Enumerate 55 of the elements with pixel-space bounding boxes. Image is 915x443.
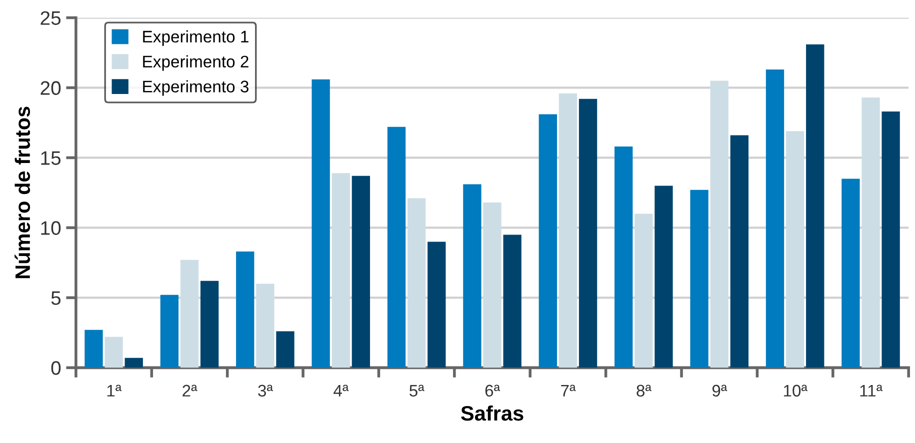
legend-label: Experimento 2: [143, 55, 248, 71]
x-tick-label: 9ª: [712, 384, 728, 397]
x-tick-label: 5ª: [410, 384, 424, 397]
bar: [806, 44, 824, 368]
bar: [428, 242, 446, 368]
bar: [654, 186, 673, 368]
bar: [882, 112, 900, 368]
bar: [200, 280, 219, 368]
x-tick-label: 4ª: [334, 384, 349, 396]
x-tick-label: 8ª: [636, 384, 652, 397]
y-tick-label: 15: [41, 151, 61, 165]
bar: [483, 202, 502, 368]
bar: [634, 214, 653, 368]
y-tick-label: 5: [51, 291, 61, 305]
x-tick-label: 2ª: [182, 384, 198, 396]
x-tick-label: 11ª: [860, 384, 883, 396]
y-tick-label: 20: [40, 81, 61, 95]
bar: [558, 93, 578, 368]
bar: [180, 260, 199, 368]
legend-label: Experimento 1: [143, 30, 248, 46]
bar: [503, 234, 522, 368]
bar: [786, 131, 804, 368]
bar: [463, 184, 482, 368]
x-tick-label: 6ª: [485, 384, 500, 397]
x-tick-label: 10ª: [784, 384, 808, 397]
x-tick-label: 7ª: [561, 384, 576, 396]
y-axis-title: Número de frutos: [14, 106, 30, 278]
bar: [842, 178, 860, 368]
bar: [312, 79, 330, 368]
bar: [256, 284, 274, 368]
bar: [104, 336, 123, 368]
x-tick-label: 1ª: [107, 384, 122, 396]
y-tick-label: 0: [51, 361, 61, 375]
bar: [710, 80, 728, 368]
bar: [538, 114, 557, 368]
bar: [614, 146, 633, 368]
bar: [387, 126, 406, 368]
bar: [407, 198, 426, 368]
bar: [578, 98, 598, 368]
bar: [124, 358, 143, 368]
x-tick-label: 3ª: [258, 384, 273, 397]
bar: [862, 98, 880, 368]
legend-label: Experimento 3: [143, 80, 248, 96]
bar: [690, 190, 708, 368]
x-axis-title: Safras: [461, 405, 524, 421]
bar: [332, 173, 350, 368]
bar: [160, 294, 179, 368]
y-tick-label: 10: [41, 221, 61, 235]
bar: [730, 135, 748, 368]
bar: [236, 252, 254, 368]
y-tick-label: 25: [40, 11, 61, 25]
bar: [766, 70, 784, 368]
bar: [84, 330, 103, 368]
bar: [276, 331, 294, 368]
bar: [352, 176, 370, 368]
